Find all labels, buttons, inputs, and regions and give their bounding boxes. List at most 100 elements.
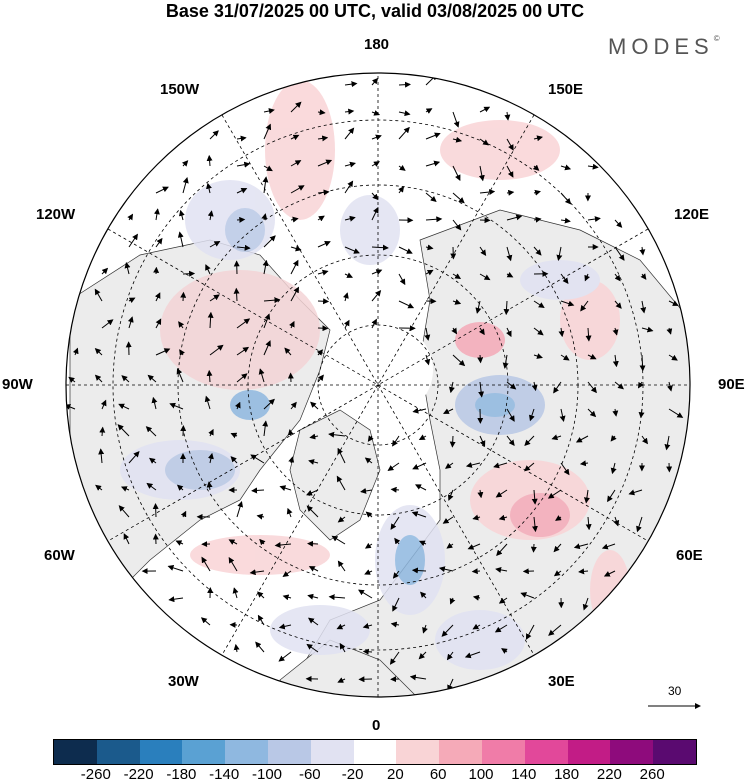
wind-vector: [583, 489, 590, 504]
wind-vector: [284, 347, 292, 356]
wind-vector: [498, 597, 508, 604]
wind-vector: [529, 408, 535, 422]
wind-vector: [477, 489, 484, 499]
wind-vector: [452, 136, 463, 143]
wind-vector: [525, 624, 535, 640]
wind-vector: [308, 566, 319, 572]
wind-vector: [169, 402, 184, 410]
colorbar-swatch: [267, 740, 311, 764]
wind-vector: [533, 246, 542, 256]
wind-vector: [233, 287, 240, 302]
wind-vector: [560, 164, 572, 171]
wind-vector: [146, 482, 157, 491]
wind-vector: [389, 651, 400, 665]
wind-vector: [317, 159, 333, 167]
wind-vector: [579, 460, 589, 467]
wind-vector: [502, 354, 509, 369]
wind-vector: [208, 428, 214, 437]
wind-vector: [479, 246, 487, 257]
wind-vector: [151, 396, 158, 410]
wind-vector: [506, 271, 514, 278]
wind-vector: [282, 594, 292, 601]
wind-vector: [612, 408, 619, 417]
colorbar-tick-label: -60: [298, 766, 321, 783]
map-title: Base 31/07/2025 00 UTC, valid 03/08/2025…: [165, 1, 585, 21]
wind-vector: [155, 348, 171, 356]
wind-vector: [452, 354, 466, 367]
colorbar-tick-label: 260: [639, 766, 665, 783]
wind-vector: [230, 456, 238, 464]
wind-vector: [498, 514, 508, 521]
wind-vector: [310, 401, 319, 410]
wind-vector: [452, 111, 460, 128]
wind-vector: [249, 569, 265, 576]
wind-vector: [250, 454, 265, 464]
wind-vector: [504, 111, 511, 121]
wind-vector: [533, 300, 545, 309]
wind-vector: [290, 160, 302, 167]
wind-vector: [371, 244, 389, 251]
wind-vector: [290, 101, 302, 113]
wind-vector: [582, 597, 589, 611]
wind-vector: [639, 246, 646, 256]
wind-vector: [152, 503, 159, 518]
wind-vector: [228, 556, 238, 572]
wind-vector: [256, 513, 265, 520]
wind-vector: [467, 543, 481, 550]
wind-vector: [464, 651, 481, 659]
wind-vector: [232, 587, 239, 599]
wind-vector: [628, 489, 643, 496]
wind-vector: [235, 401, 241, 410]
wind-vector: [317, 269, 329, 276]
wind-vector: [274, 542, 292, 549]
wind-vector: [471, 568, 481, 575]
wind-vector: [206, 369, 213, 383]
wind-vector: [155, 186, 169, 194]
wind-vector: [371, 290, 382, 302]
wind-vector: [344, 180, 354, 194]
wind-vector: [263, 313, 271, 329]
wind-vector: [479, 273, 491, 281]
wind-vector: [365, 511, 373, 518]
wind-vector: [236, 346, 250, 356]
wind-vector: [94, 348, 103, 356]
wind-vector: [425, 216, 443, 223]
wind-vector: [98, 448, 105, 464]
wind-vector: [603, 570, 616, 577]
lon-label-60e: 60E: [676, 547, 703, 564]
wind-vector: [236, 187, 248, 194]
wind-vector: [168, 596, 184, 603]
wind-vector: [412, 407, 427, 414]
wind-vector: [182, 177, 189, 194]
lon-label-30e: 30E: [548, 673, 575, 690]
lon-label-0: 0: [372, 717, 381, 734]
wind-vector: [263, 235, 276, 248]
wind-vector: [478, 327, 485, 336]
wind-vector: [179, 349, 185, 356]
wind-vector: [153, 208, 160, 221]
wind-vector: [344, 161, 356, 168]
wind-vector: [640, 273, 647, 280]
wind-vector: [607, 489, 616, 503]
wind-vector: [180, 510, 187, 518]
wind-vector: [448, 381, 455, 394]
wind-vector: [120, 486, 130, 492]
wind-vector: [503, 300, 510, 316]
wind-vector: [155, 237, 163, 248]
wind-vector: [637, 381, 644, 389]
wind-vector: [118, 403, 130, 410]
wind-vector: [533, 135, 543, 142]
wind-vector: [587, 353, 597, 360]
wind-vector: [553, 381, 562, 394]
wind-vector: [337, 560, 346, 572]
wind-vector: [176, 367, 184, 383]
wind-vector: [257, 591, 265, 599]
wind-vector: [236, 216, 246, 223]
wind-vector: [344, 108, 355, 115]
wind-vector: [177, 231, 184, 248]
wind-vector: [506, 435, 515, 446]
wind-vector: [425, 132, 441, 140]
wind-vector: [390, 621, 400, 628]
wind-vector: [371, 161, 380, 167]
lon-label-90e: 90E: [718, 376, 745, 393]
